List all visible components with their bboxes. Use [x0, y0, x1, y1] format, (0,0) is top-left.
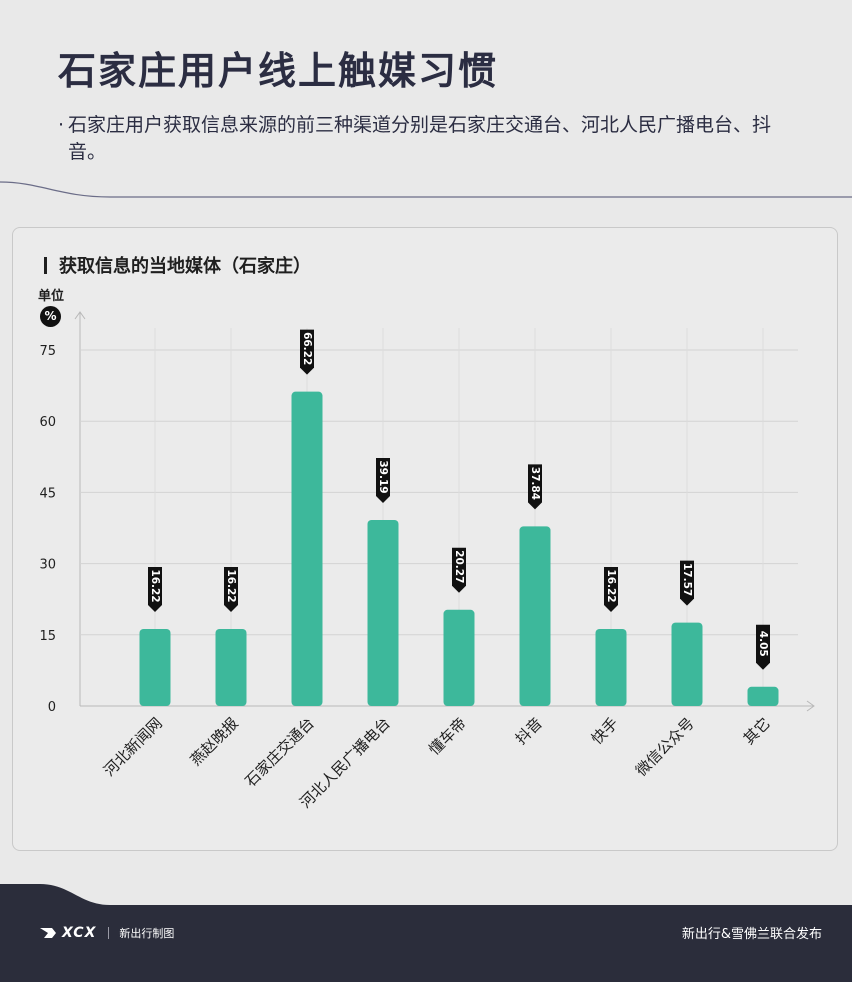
bar: [367, 519, 399, 706]
bar: [139, 629, 171, 706]
chart-title: 获取信息的当地媒体（石家庄）: [44, 252, 311, 278]
brand-logo-icon: [40, 928, 56, 938]
y-tick-label: 30: [39, 558, 56, 573]
value-label: 39.19: [376, 457, 390, 503]
y-axis-arrow: [74, 311, 86, 320]
y-tick-label: 75: [39, 344, 56, 359]
header-divider: [0, 181, 852, 198]
x-tick-label: 微信公众号: [632, 714, 698, 780]
bar: [215, 629, 247, 706]
x-tick-label: 燕赵晚报: [187, 714, 242, 769]
value-label: 16.22: [604, 567, 618, 613]
bar: [443, 609, 475, 706]
value-label: 4.05: [756, 624, 770, 670]
value-label-bg: [376, 457, 390, 503]
value-label-bg: [148, 567, 162, 613]
value-label-text: 20.27: [453, 550, 465, 583]
value-label: 37.84: [528, 464, 542, 510]
chart-card: [12, 227, 838, 851]
bar: [747, 686, 779, 706]
bar-chart: 0 15 30 45 60 75 16.22 河北新闻网 16.22 燕赵晚报 66.22 石家庄交通…: [39, 311, 815, 812]
brand: XCX 新出行制图: [40, 925, 175, 941]
x-tick-label: 石家庄交通台: [241, 714, 317, 790]
footer-background: [0, 884, 852, 982]
x-tick-label: 其它: [740, 714, 774, 748]
x-tick-label: 河北新闻网: [100, 714, 166, 780]
summary-text: · 石家庄用户获取信息来源的前三种渠道分别是石家庄交通台、河北人民广播电台、抖音…: [58, 112, 798, 166]
value-label-text: 16.22: [149, 569, 161, 602]
publisher-credit: 新出行&雪佛兰联合发布: [681, 927, 822, 942]
value-label: 20.27: [452, 547, 466, 593]
x-tick-label: 懂车帝: [425, 714, 470, 759]
value-label: 66.22: [300, 329, 314, 375]
value-label-text: 39.19: [377, 460, 389, 493]
brand-tag: 新出行制图: [119, 927, 175, 940]
bar: [595, 629, 627, 706]
value-label-bg: [300, 329, 314, 375]
value-label-bg: [680, 560, 694, 606]
value-label-bg: [756, 624, 770, 670]
y-tick-label: 15: [39, 629, 56, 644]
value-label-text: 16.22: [225, 569, 237, 602]
y-tick-label: 0: [48, 700, 56, 715]
summary-description: 石家庄用户获取信息来源的前三种渠道分别是石家庄交通台、河北人民广播电台、抖音。: [68, 114, 772, 163]
x-axis-arrow: [806, 700, 815, 712]
value-label-text: 16.22: [605, 569, 617, 602]
value-label-bg: [224, 567, 238, 613]
page-title: 石家庄用户线上触媒习惯: [58, 49, 499, 93]
title-marker: [44, 257, 47, 274]
x-tick-label: 快手: [588, 714, 622, 748]
value-label-text: 17.57: [681, 563, 693, 596]
y-tick-label: 60: [39, 415, 56, 430]
value-label-text: 66.22: [301, 332, 313, 365]
value-label-bg: [528, 464, 542, 510]
y-tick-label: 45: [39, 486, 56, 501]
x-tick-label: 抖音: [512, 714, 546, 748]
bar: [671, 622, 703, 706]
brand-logo-text: XCX: [62, 925, 97, 941]
bar: [291, 391, 323, 706]
unit-badge: %: [40, 306, 61, 327]
bar: [519, 526, 551, 706]
value-label-bg: [604, 567, 618, 613]
brand-separator: [108, 927, 110, 939]
chart-title-text: 获取信息的当地媒体（石家庄）: [59, 256, 311, 277]
unit-label: 单位: [38, 289, 65, 304]
bullet-dot: ·: [58, 114, 65, 136]
value-label-text: 4.05: [757, 631, 769, 657]
value-label: 16.22: [148, 567, 162, 613]
footer: XCX 新出行制图 新出行&雪佛兰联合发布: [0, 880, 852, 982]
value-label-bg: [452, 547, 466, 593]
value-label: 16.22: [224, 567, 238, 613]
value-label-text: 37.84: [529, 467, 541, 500]
value-label: 17.57: [680, 560, 694, 606]
